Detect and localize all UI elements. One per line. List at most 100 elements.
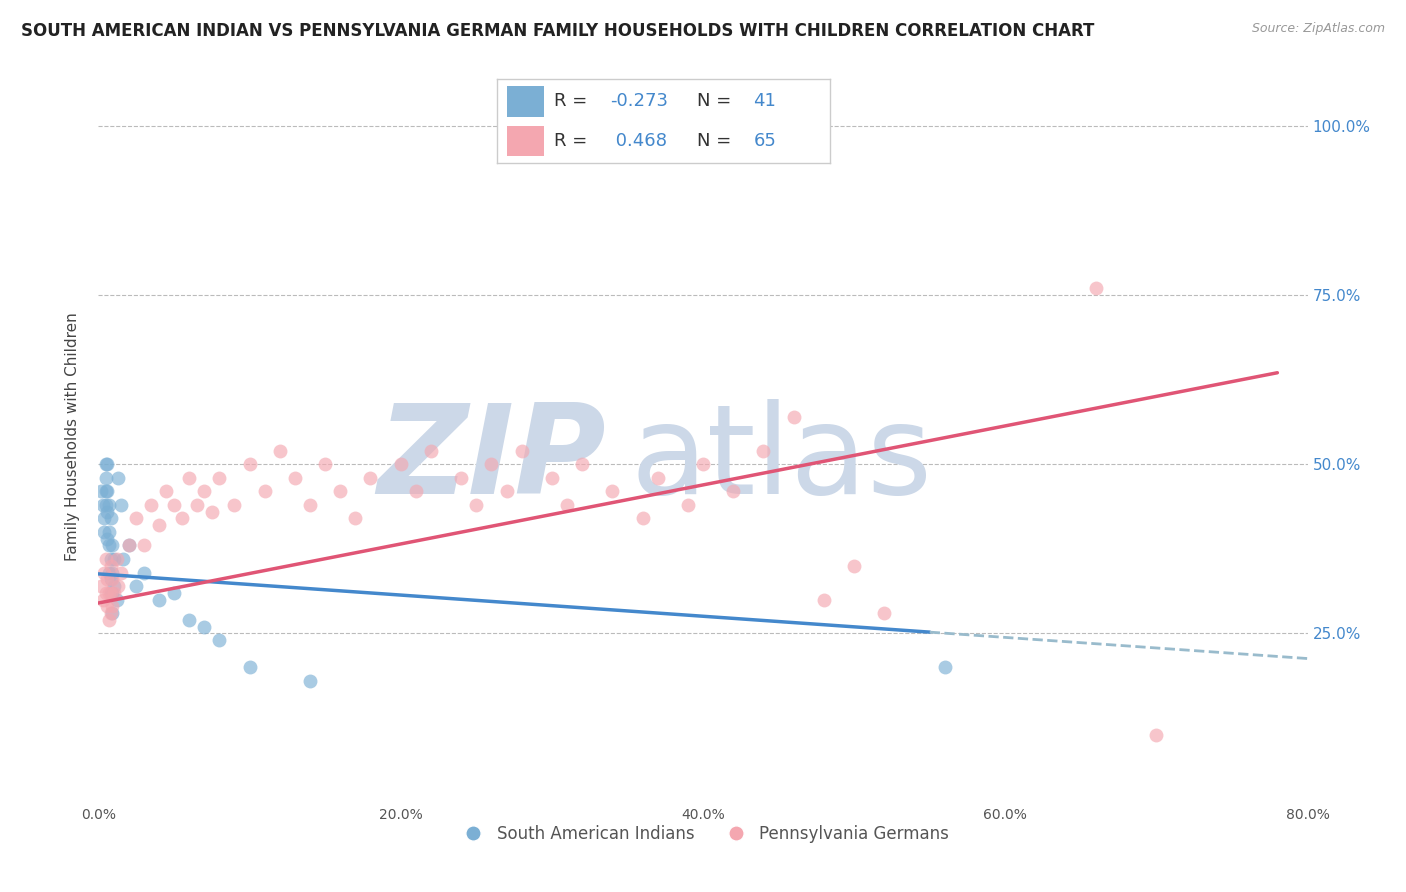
Point [103,552,125,566]
Point [100,558,122,573]
Point [98,586,121,600]
Point [96,599,118,614]
Point [105,552,128,566]
Point [239,660,262,674]
Point [481,457,503,471]
Point [101,599,124,614]
Point [201,505,224,519]
Point [98,613,121,627]
Y-axis label: Family Households with Children: Family Households with Children [65,313,80,561]
Point [118,538,141,552]
Point [813,592,835,607]
Point [450,471,472,485]
Point [239,457,262,471]
Point [155,484,177,499]
Point [602,484,624,499]
Point [193,620,215,634]
Point [344,511,367,525]
Point [93,566,115,580]
Point [692,457,714,471]
Point [91,592,114,607]
Point [510,443,533,458]
Point [96,532,118,546]
Point [96,457,118,471]
Point [844,558,866,573]
Point [90,579,112,593]
Point [1144,728,1167,742]
Point [101,566,124,580]
Point [193,484,215,499]
Point [100,572,122,586]
Point [170,511,193,525]
Text: SOUTH AMERICAN INDIAN VS PENNSYLVANIA GERMAN FAMILY HOUSEHOLDS WITH CHILDREN COR: SOUTH AMERICAN INDIAN VS PENNSYLVANIA GE… [21,22,1094,40]
Point [103,586,125,600]
Point [253,484,276,499]
Point [208,471,231,485]
Point [111,552,134,566]
Point [555,498,578,512]
Point [571,457,593,471]
Point [107,579,129,593]
Text: ZIP: ZIP [378,399,606,519]
Point [94,471,117,485]
Point [110,498,132,512]
Point [163,586,186,600]
Point [125,579,148,593]
Point [98,498,121,512]
Point [103,579,125,593]
Point [148,592,170,607]
Point [93,511,115,525]
Point [132,538,155,552]
Point [631,511,654,525]
Point [96,484,118,499]
Point [100,606,122,620]
Point [783,409,806,424]
Point [101,538,124,552]
Point [647,471,669,485]
Point [224,498,246,512]
Point [329,484,352,499]
Legend: South American Indians, Pennsylvania Germans: South American Indians, Pennsylvania Ger… [450,818,956,849]
Point [465,498,488,512]
Point [91,498,114,512]
Point [100,552,122,566]
Point [141,498,163,512]
Point [98,538,121,552]
Point [186,498,208,512]
Point [90,484,112,499]
Point [284,471,307,485]
Point [94,552,117,566]
Point [101,606,124,620]
Point [94,586,117,600]
Point [100,511,122,525]
Point [389,457,412,471]
Point [105,592,128,607]
Point [420,443,443,458]
Point [676,498,699,512]
Point [360,471,382,485]
Point [101,572,124,586]
Point [269,443,291,458]
Point [125,511,148,525]
Point [100,586,122,600]
Point [110,566,132,580]
Point [752,443,775,458]
Point [299,498,322,512]
Point [314,457,336,471]
Point [94,498,117,512]
Point [179,471,201,485]
Point [1085,281,1108,295]
Point [96,572,118,586]
Text: Source: ZipAtlas.com: Source: ZipAtlas.com [1251,22,1385,36]
Point [179,613,201,627]
Point [208,633,231,648]
Point [934,660,956,674]
Point [405,484,427,499]
Point [132,566,155,580]
Point [118,538,141,552]
Point [495,484,517,499]
Point [163,498,186,512]
Point [94,484,117,499]
Point [723,484,745,499]
Point [94,457,117,471]
